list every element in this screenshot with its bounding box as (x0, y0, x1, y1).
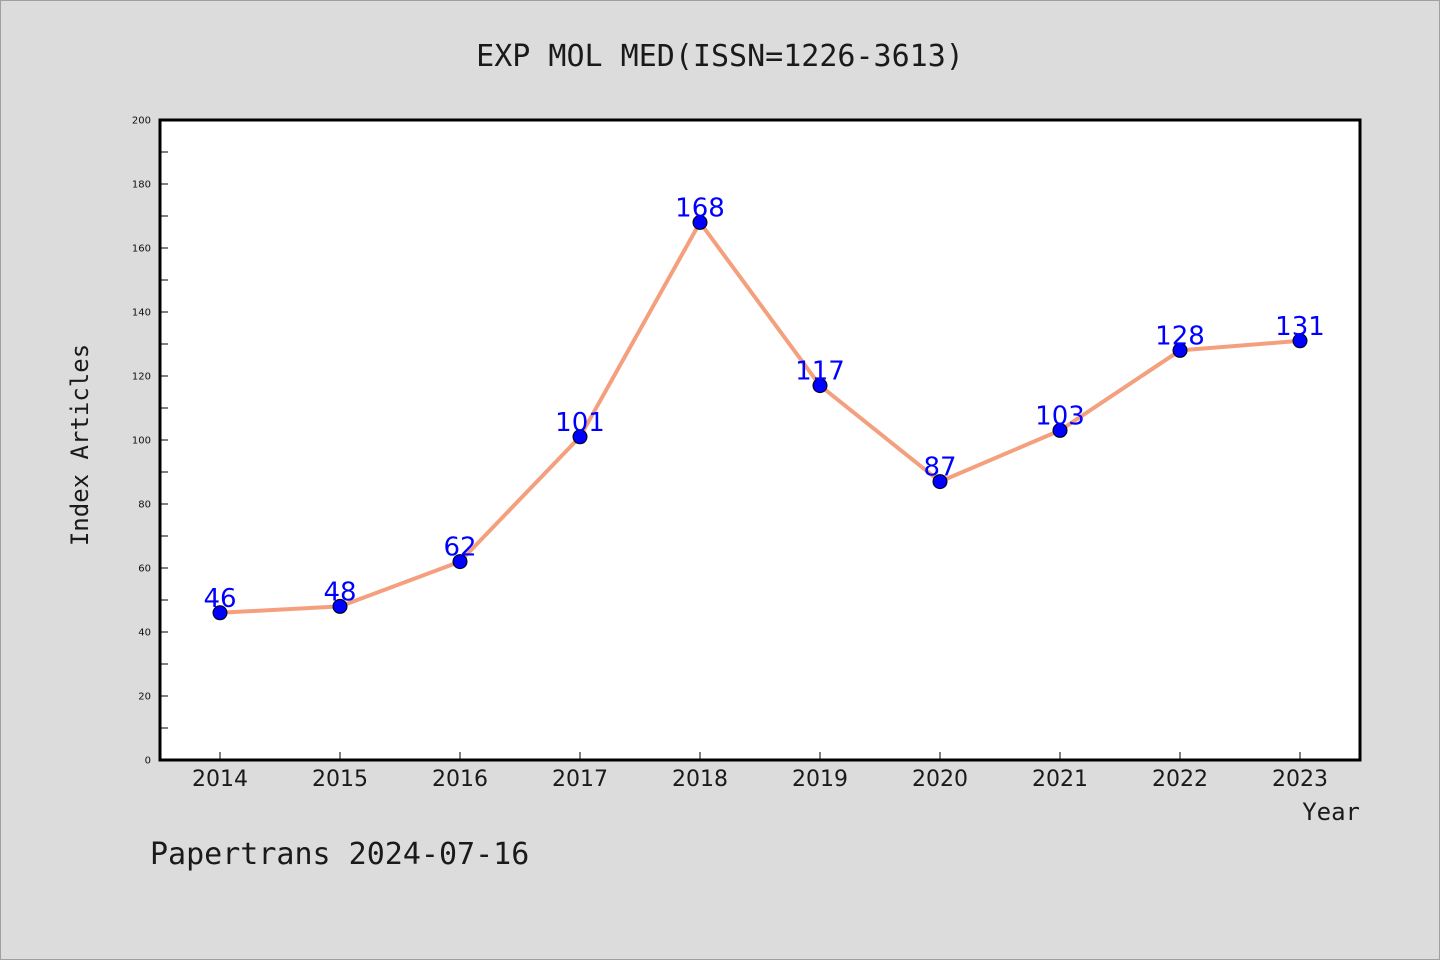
y-tick-label: 80 (138, 500, 151, 511)
y-tick-label: 60 (138, 564, 151, 575)
y-tick-label: 180 (132, 180, 151, 191)
data-point (212, 605, 228, 621)
data-point (332, 598, 348, 614)
x-tick-label: 2022 (1152, 767, 1208, 792)
y-axis-label: Index Articles (66, 344, 94, 546)
data-point (572, 429, 588, 445)
y-tick-label: 140 (132, 308, 151, 319)
x-tick-label: 2018 (672, 767, 728, 792)
data-label: 128 (1155, 321, 1205, 351)
x-axis: 2014 2015 2016 2017 2018 2019 2020 2021 2022 2023 (192, 752, 1328, 792)
data-label: 87 (923, 453, 956, 483)
x-tick-label: 2016 (432, 767, 488, 792)
y-tick-label: 120 (132, 372, 151, 383)
data-point (1292, 333, 1308, 349)
data-label: 103 (1035, 401, 1085, 431)
data-point (452, 554, 468, 570)
data-point (692, 214, 708, 230)
data-label: 101 (555, 408, 605, 438)
x-tick-label: 2020 (912, 767, 968, 792)
series-group: 46 48 62 101 168 117 87 103 128 131 (203, 193, 1325, 621)
data-label: 62 (443, 533, 476, 563)
data-point (812, 378, 828, 394)
y-tick-label: 200 (132, 116, 151, 127)
x-axis-label: Year (1302, 798, 1360, 826)
chart-title: EXP MOL MED(ISSN=1226-3613) (476, 39, 964, 74)
y-tick-label: 0 (145, 756, 151, 767)
y-tick-label: 100 (132, 436, 151, 447)
series-line (219, 220, 1301, 615)
y-tick-label: 160 (132, 244, 151, 255)
data-label: 168 (675, 193, 725, 223)
plot-area (158, 118, 1362, 762)
data-point (1172, 342, 1188, 358)
x-tick-label: 2023 (1272, 767, 1328, 792)
x-tick-label: 2017 (552, 767, 608, 792)
data-label: 48 (323, 577, 356, 607)
data-point (932, 474, 948, 490)
data-label: 131 (1275, 312, 1325, 342)
data-label: 46 (203, 584, 236, 614)
data-label: 117 (795, 357, 845, 387)
x-tick-label: 2021 (1032, 767, 1088, 792)
data-point (1052, 422, 1068, 438)
x-tick-label: 2014 (192, 767, 248, 792)
x-tick-label: 2015 (312, 767, 368, 792)
footer-text: Papertrans 2024-07-16 (150, 837, 529, 872)
y-tick-label: 40 (138, 628, 151, 639)
y-axis: 0 20 40 60 80 100 120 140 160 180 200 (132, 116, 168, 767)
x-tick-label: 2019 (792, 767, 848, 792)
y-tick-label: 20 (138, 692, 151, 703)
